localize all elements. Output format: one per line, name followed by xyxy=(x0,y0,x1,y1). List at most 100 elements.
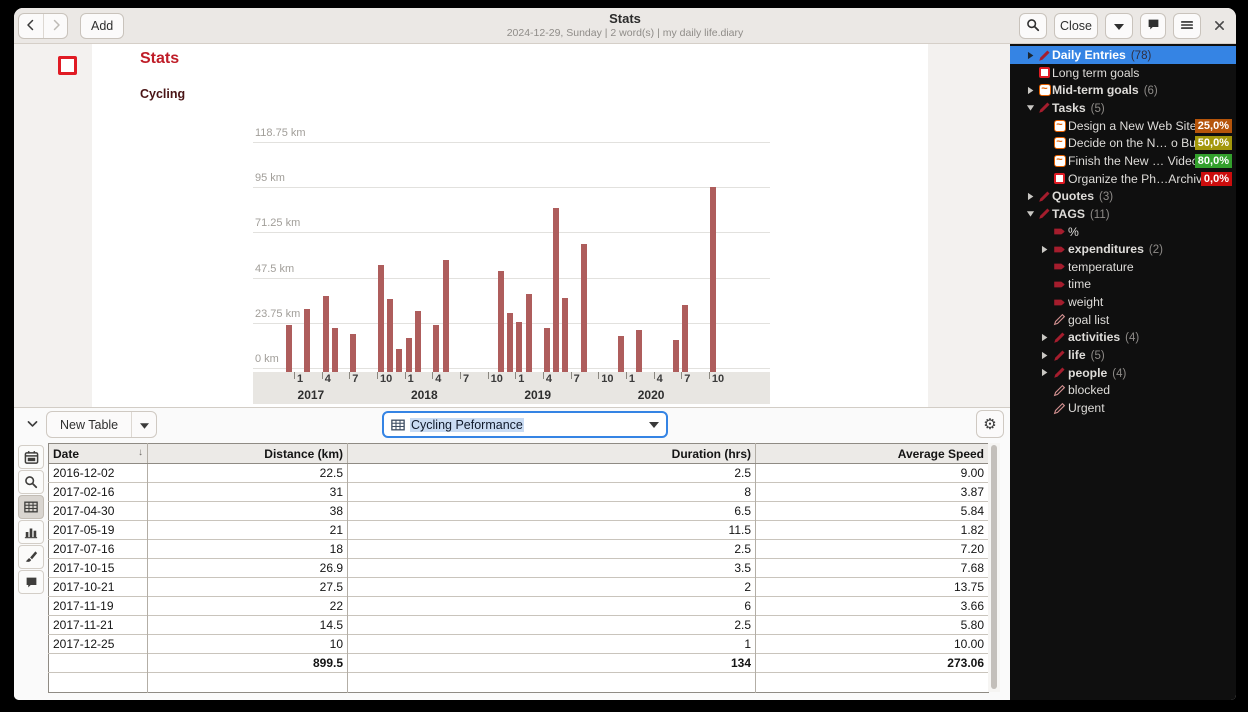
collapse-panel-button[interactable] xyxy=(22,415,42,435)
menu-button[interactable] xyxy=(1173,13,1201,39)
tree-item-[interactable]: % xyxy=(1010,223,1236,241)
expander-icon[interactable] xyxy=(1040,351,1049,360)
cell[interactable] xyxy=(147,672,348,693)
cell[interactable]: 2017-04-30 xyxy=(48,501,148,521)
column-header-distance-km[interactable]: Distance (km) xyxy=(147,443,348,464)
cell[interactable]: 899.5 xyxy=(147,653,348,673)
cell[interactable]: 2.5 xyxy=(347,615,756,635)
cell[interactable]: 8 xyxy=(347,482,756,502)
cell[interactable] xyxy=(48,672,148,693)
table-selector-combo[interactable]: Cycling Peformance xyxy=(382,411,668,438)
cell[interactable]: 7.68 xyxy=(755,558,989,578)
cell[interactable]: 2.5 xyxy=(347,539,756,559)
cell[interactable] xyxy=(48,653,148,673)
cell[interactable]: 18 xyxy=(147,539,348,559)
cell[interactable]: 3.66 xyxy=(755,596,989,616)
cell[interactable]: 3.5 xyxy=(347,558,756,578)
tree-item-expenditures[interactable]: expenditures (2) xyxy=(1010,240,1236,258)
cell[interactable]: 10.00 xyxy=(755,634,989,654)
expander-icon[interactable] xyxy=(1040,245,1049,254)
back-button[interactable] xyxy=(19,14,43,38)
cell[interactable] xyxy=(347,672,756,693)
view-paint-button[interactable] xyxy=(18,545,44,569)
search-button[interactable] xyxy=(1019,13,1047,39)
todo-checkbox-icon[interactable] xyxy=(58,56,77,75)
tree-item-urgent[interactable]: Urgent xyxy=(1010,399,1236,417)
cell[interactable]: 2.5 xyxy=(347,463,756,483)
cell[interactable]: 5.84 xyxy=(755,501,989,521)
table-scrollbar[interactable] xyxy=(988,443,1000,692)
cell[interactable]: 2017-11-21 xyxy=(48,615,148,635)
cell[interactable]: 2017-02-16 xyxy=(48,482,148,502)
tree-item-tags[interactable]: TAGS (11) xyxy=(1010,205,1236,223)
expander-icon[interactable] xyxy=(1026,209,1035,218)
cell[interactable]: 13.75 xyxy=(755,577,989,597)
column-header-duration-hrs[interactable]: Duration (hrs) xyxy=(347,443,756,464)
tree-item-goal-list[interactable]: goal list xyxy=(1010,311,1236,329)
comment-button[interactable] xyxy=(1140,13,1166,39)
tree-item-mid-term-goals[interactable]: ~ Mid-term goals (6) xyxy=(1010,81,1236,99)
cell[interactable]: 11.5 xyxy=(347,520,756,540)
expander-icon[interactable] xyxy=(1026,103,1035,112)
cell[interactable]: 22.5 xyxy=(147,463,348,483)
view-comment-button[interactable] xyxy=(18,570,44,594)
tree-item-people[interactable]: people (4) xyxy=(1010,364,1236,382)
cell[interactable]: 2017-05-19 xyxy=(48,520,148,540)
cell[interactable]: 2016-12-02 xyxy=(48,463,148,483)
tree-item-finish-the-new-video[interactable]: ~ Finish the New … Video 80,0% xyxy=(1010,152,1236,170)
close-diary-button[interactable]: Close xyxy=(1054,13,1098,39)
tree-item-time[interactable]: time xyxy=(1010,275,1236,293)
forward-button[interactable] xyxy=(43,14,67,38)
cell[interactable]: 273.06 xyxy=(755,653,989,673)
tree-item-temperature[interactable]: temperature xyxy=(1010,258,1236,276)
cell[interactable]: 22 xyxy=(147,596,348,616)
view-calendar-button[interactable] xyxy=(18,445,44,469)
tree-item-tasks[interactable]: Tasks (5) xyxy=(1010,99,1236,117)
tree-item-quotes[interactable]: Quotes (3) xyxy=(1010,187,1236,205)
cell[interactable]: 2 xyxy=(347,577,756,597)
tree-item-life[interactable]: life (5) xyxy=(1010,346,1236,364)
cell[interactable]: 2017-11-19 xyxy=(48,596,148,616)
expander-icon[interactable] xyxy=(1040,368,1049,377)
tree-item-blocked[interactable]: blocked xyxy=(1010,381,1236,399)
tree-item-activities[interactable]: activities (4) xyxy=(1010,328,1236,346)
cell[interactable]: 7.20 xyxy=(755,539,989,559)
cell[interactable]: 26.9 xyxy=(147,558,348,578)
cell[interactable]: 10 xyxy=(147,634,348,654)
window-close-button[interactable] xyxy=(1208,14,1230,38)
tree-item-decide-on-the-n-o-buy[interactable]: ~ Decide on the N… o Buy 50,0% xyxy=(1010,134,1236,152)
close-options-dropdown[interactable] xyxy=(1105,13,1133,39)
cell[interactable]: 2017-10-15 xyxy=(48,558,148,578)
cell[interactable]: 2017-10-21 xyxy=(48,577,148,597)
add-button[interactable]: Add xyxy=(80,13,125,39)
cell[interactable]: 27.5 xyxy=(147,577,348,597)
view-search-button[interactable] xyxy=(18,470,44,494)
expander-icon[interactable] xyxy=(1040,333,1049,342)
column-header-date[interactable]: Date ↓ xyxy=(48,443,148,464)
view-table-button[interactable] xyxy=(18,495,44,519)
cell[interactable]: 9.00 xyxy=(755,463,989,483)
cell[interactable]: 2017-07-16 xyxy=(48,539,148,559)
cell[interactable]: 1.82 xyxy=(755,520,989,540)
view-chart-button[interactable] xyxy=(18,520,44,544)
new-table-dropdown-button[interactable] xyxy=(131,412,156,437)
cell[interactable]: 6.5 xyxy=(347,501,756,521)
tree-item-weight[interactable]: weight xyxy=(1010,293,1236,311)
tree-item-daily-entries[interactable]: Daily Entries (78) xyxy=(1010,46,1236,64)
expander-icon[interactable] xyxy=(1026,51,1035,60)
column-header-average-speed[interactable]: Average Speed xyxy=(755,443,989,464)
cell[interactable]: 1 xyxy=(347,634,756,654)
table-settings-button[interactable]: ⚙ xyxy=(976,410,1004,438)
cell[interactable]: 14.5 xyxy=(147,615,348,635)
cell[interactable] xyxy=(755,672,989,693)
expander-icon[interactable] xyxy=(1026,192,1035,201)
new-table-button[interactable]: New Table xyxy=(47,412,131,437)
tree-item-design-a-new-web-site[interactable]: ~ Design a New Web Site 25,0% xyxy=(1010,117,1236,135)
cell[interactable]: 31 xyxy=(147,482,348,502)
cell[interactable]: 2017-12-25 xyxy=(48,634,148,654)
tree-item-long-term-goals[interactable]: Long term goals xyxy=(1010,64,1236,82)
cell[interactable]: 38 xyxy=(147,501,348,521)
cell[interactable]: 134 xyxy=(347,653,756,673)
tree-item-organize-the-ph-archive[interactable]: Organize the Ph…Archive 0,0% xyxy=(1010,170,1236,188)
scrollbar-thumb[interactable] xyxy=(991,445,997,689)
